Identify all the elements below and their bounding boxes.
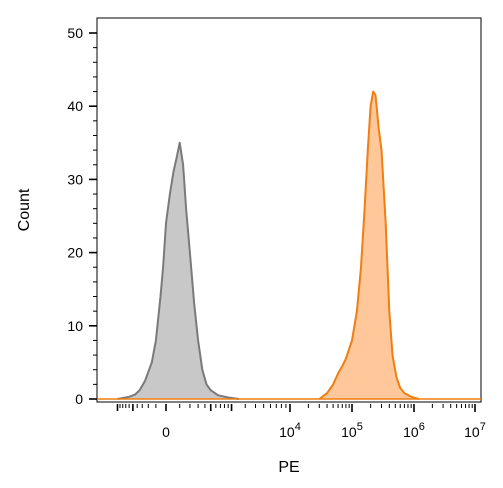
y-axis-title: Count — [16, 188, 33, 231]
x-tick-label: 0 — [162, 424, 170, 440]
series-0-area — [117, 142, 239, 400]
y-axis: 0 10 20 30 40 50 — [67, 25, 97, 407]
y-tick-label: 50 — [67, 25, 83, 41]
y-tick-label: 30 — [67, 171, 83, 187]
x-tick-label: 105 — [341, 421, 363, 440]
series-1-area — [319, 91, 419, 399]
series-1-line — [318, 90, 420, 400]
y-tick-label: 0 — [75, 391, 83, 407]
x-axis: 0 104 105 106 107 — [116, 404, 486, 440]
series-0-line — [117, 141, 240, 400]
y-tick-label: 10 — [67, 318, 83, 334]
x-tick-label: 106 — [403, 421, 425, 440]
x-tick-label: 107 — [464, 421, 486, 440]
y-tick-label: 20 — [67, 245, 83, 261]
plot-frame — [96, 17, 482, 403]
x-axis-title: PE — [278, 459, 299, 476]
y-tick-label: 40 — [67, 98, 83, 114]
x-tick-label: 104 — [279, 421, 301, 440]
series-layer — [97, 90, 481, 400]
